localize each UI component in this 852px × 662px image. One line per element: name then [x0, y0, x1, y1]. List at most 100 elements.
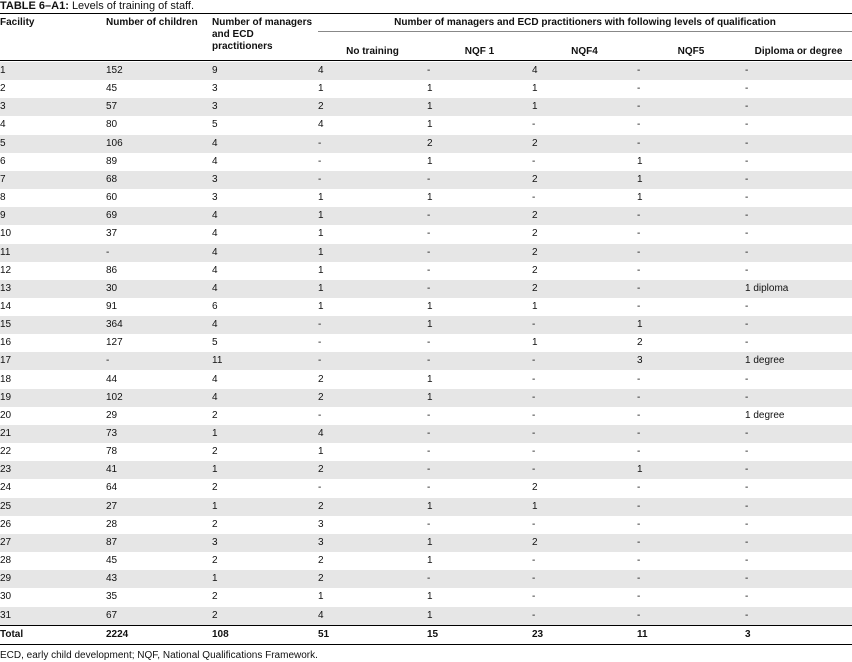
total-cell: Total — [0, 628, 24, 640]
cell: - — [745, 210, 749, 222]
cell: 30 — [106, 282, 118, 294]
cell: - — [427, 282, 431, 294]
cell: 1 — [427, 609, 433, 621]
cell: 4 — [212, 282, 218, 294]
cell: - — [637, 482, 641, 494]
cell: - — [745, 65, 749, 76]
cell: - — [637, 373, 641, 385]
cell: 2 — [532, 482, 538, 494]
cell: - — [637, 536, 641, 548]
cell: - — [637, 391, 641, 403]
cell: 106 — [106, 137, 123, 149]
cell: 27 — [0, 536, 12, 548]
cell: 1 — [637, 192, 643, 203]
cell: - — [745, 119, 749, 131]
cell: 4 — [532, 65, 538, 76]
cell: 4 — [212, 155, 218, 167]
cell: - — [532, 555, 536, 566]
cell: - — [637, 101, 641, 113]
table-row: 22 78 2 1 - - - - — [0, 443, 852, 461]
header-rule — [0, 60, 852, 61]
cell: 1 — [0, 65, 6, 76]
cell: - — [318, 409, 322, 421]
cell: 11 — [0, 246, 11, 258]
header: Number of children — [106, 17, 198, 28]
cell: 41 — [106, 464, 118, 476]
table-row: 19 102 4 2 1 - - - — [0, 388, 852, 407]
cell: - — [745, 428, 749, 439]
total-cell: 108 — [212, 628, 229, 640]
cell: 2 — [532, 536, 538, 548]
total-row: Total 2224 108 51 15 23 11 3 — [0, 626, 852, 644]
table-row: 31 67 2 4 1 - - - — [0, 606, 852, 625]
cell: 4 — [318, 428, 324, 439]
cell: 3 — [318, 536, 324, 548]
total-cell: 51 — [318, 628, 330, 640]
table-row: 10 37 4 1 - 2 - - — [0, 225, 852, 243]
cell: 60 — [106, 192, 118, 203]
cell: - — [532, 355, 536, 367]
cell: 29 — [0, 573, 12, 585]
cell: 16 — [0, 337, 12, 349]
cell: 2 — [532, 246, 538, 258]
table-row: 23 41 1 2 - - 1 - — [0, 461, 852, 480]
cell: 1 — [427, 155, 433, 167]
cell: 1 — [427, 300, 433, 312]
cell: 3 — [212, 101, 218, 113]
cell: - — [637, 409, 641, 421]
cell: - — [427, 518, 431, 530]
cell: 64 — [106, 482, 118, 494]
cell: 1 — [318, 228, 324, 240]
cell: - — [427, 428, 431, 439]
cell: 45 — [106, 555, 118, 566]
table-row: 26 28 2 3 - - - - — [0, 516, 852, 534]
cell: 69 — [106, 210, 118, 222]
cell: - — [318, 137, 322, 149]
cell: - — [532, 518, 536, 530]
cell: - — [532, 192, 536, 203]
total-cell: 2224 — [106, 628, 129, 640]
cell: - — [745, 337, 749, 349]
cell: 5 — [0, 137, 6, 149]
cell: - — [637, 518, 641, 530]
cell: - — [532, 446, 536, 458]
cell: 45 — [106, 83, 118, 95]
title-text: Levels of training of staff. — [71, 0, 195, 12]
cell: 2 — [532, 228, 538, 240]
header: Number of managers and ECD practitioners — [212, 17, 313, 52]
table-row: 12 86 4 1 - 2 - - — [0, 262, 852, 280]
cell: 4 — [212, 228, 218, 240]
cell: - — [745, 192, 749, 203]
cell: 2 — [637, 337, 643, 349]
table-title: TABLE 6–A1: Levels of training of staff. — [0, 0, 194, 12]
cell: - — [427, 446, 431, 458]
cell: 2 — [212, 609, 218, 621]
cell: 1 degree — [745, 355, 785, 367]
cell: 1 — [212, 500, 218, 512]
cell: 2 — [318, 391, 324, 403]
cell: 68 — [106, 173, 118, 185]
cell: 2 — [532, 210, 538, 222]
cell: 1 diploma — [745, 282, 789, 294]
cell: 1 — [532, 101, 538, 113]
cell: 30 — [0, 591, 12, 603]
cell: 2 — [318, 500, 324, 512]
cell: 2 — [212, 482, 218, 494]
cell: 6 — [212, 300, 218, 312]
cell: 4 — [0, 119, 6, 131]
table-row: 7 68 3 - - 2 1 - — [0, 170, 852, 189]
cell: - — [745, 373, 749, 385]
cell: 4 — [318, 65, 324, 76]
cell: - — [637, 210, 641, 222]
cell: - — [745, 555, 749, 566]
cell: 78 — [106, 446, 118, 458]
cell: 1 — [318, 264, 324, 276]
cell: 4 — [212, 373, 218, 385]
cell: - — [318, 155, 322, 167]
cell: 1 — [637, 155, 643, 167]
cell: 67 — [106, 609, 118, 621]
cell: 1 — [637, 173, 643, 185]
group-rule — [318, 31, 852, 32]
cell: 1 — [532, 500, 538, 512]
